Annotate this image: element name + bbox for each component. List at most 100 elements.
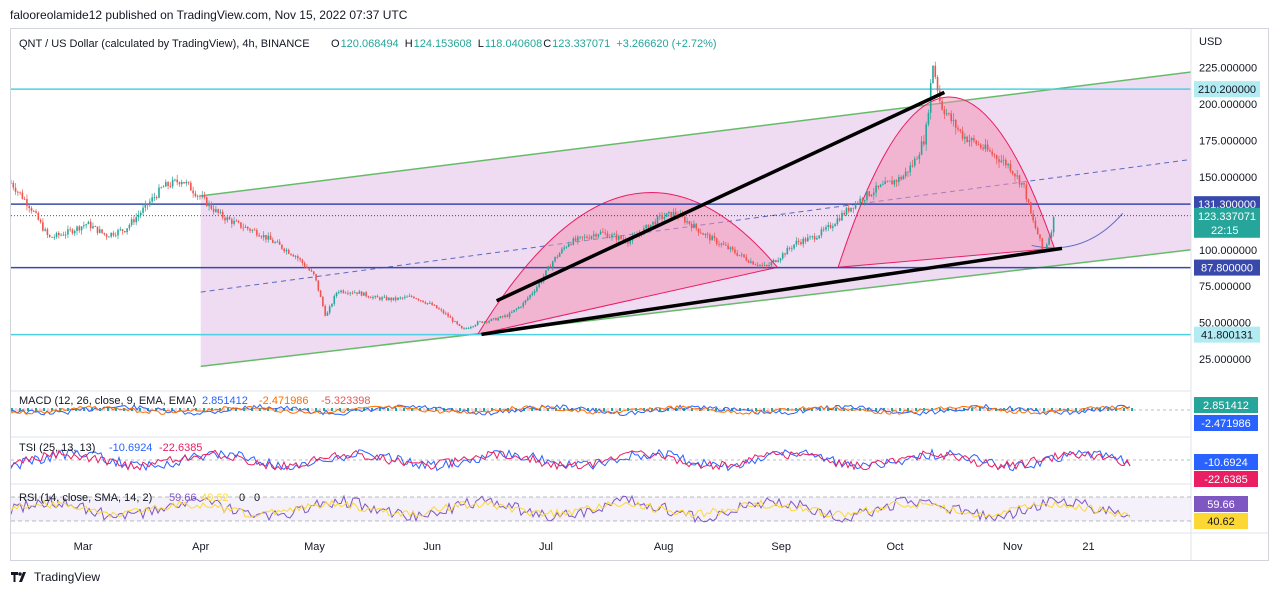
candle-body (201, 195, 204, 197)
macd-hist-bar (359, 408, 361, 411)
rounding-arc-1[interactable] (476, 192, 779, 336)
macd-pane[interactable] (10, 403, 1191, 417)
candle-body (415, 298, 418, 299)
candle-body (964, 136, 966, 139)
macd-hist-bar (959, 408, 961, 411)
macd-hist-bar (495, 408, 497, 411)
arc-pattern-layer (476, 96, 1124, 336)
candle-body (435, 305, 438, 309)
candle-body (868, 191, 871, 197)
time-tick-label: Jun (423, 541, 441, 553)
macd-hist-bar (399, 408, 401, 411)
candle-body (825, 227, 827, 230)
macd-hist-bar (171, 408, 173, 411)
macd-hist-bar (1131, 408, 1133, 411)
candle-body (319, 290, 322, 297)
candle-body (588, 237, 591, 239)
candle-body (816, 238, 818, 240)
candle-body (998, 159, 1000, 163)
macd-hist-bar (1079, 408, 1081, 411)
macd-hist-bar (703, 408, 705, 411)
candle-body (133, 219, 135, 223)
candle-body (292, 254, 295, 257)
price-tick-label: 25.000000 (1199, 354, 1251, 366)
candle-body (620, 235, 622, 239)
macd-hist-bar (1127, 408, 1129, 411)
candle-body (85, 224, 87, 226)
candle-body (954, 119, 957, 128)
candle-body (151, 197, 153, 202)
macd-hist-bar (343, 408, 345, 411)
time-axis[interactable]: Mar Apr May Jun Jul Aug Sep Oct Nov 21 (74, 541, 1095, 553)
candle-body (196, 195, 199, 197)
rsi-pane[interactable] (10, 494, 1191, 524)
candle-body (449, 316, 452, 318)
macd-hist-bar (1111, 408, 1113, 411)
candle-body (574, 238, 577, 241)
macd-hist-bar (423, 408, 425, 411)
candle-body (618, 235, 620, 240)
macd-hist-bar (1083, 408, 1085, 411)
candle-body (155, 197, 158, 198)
candle-body (973, 138, 975, 141)
candle-body (529, 294, 531, 299)
candle-body (540, 281, 543, 283)
candle-body (44, 229, 46, 231)
macd-hist-bar (211, 408, 213, 411)
macd-hist-bar (339, 408, 341, 411)
time-tick-label: Nov (1003, 541, 1023, 553)
candle-body (645, 225, 647, 229)
macd-hist-bar (891, 408, 893, 411)
candle-body (256, 230, 258, 236)
price-axis[interactable]: 225.000000 200.000000 175.000000 150.000000… (1199, 63, 1257, 367)
macd-hist-bar (671, 408, 673, 411)
candle-body (980, 144, 982, 148)
candle-body (661, 214, 663, 219)
macd-hist-bar (79, 408, 81, 411)
trendline-1[interactable] (481, 246, 1063, 337)
candle-body (89, 221, 92, 229)
candle-body (401, 297, 404, 299)
candle-body (590, 236, 593, 239)
macd-hist-bar (467, 408, 469, 411)
candle-body (165, 182, 167, 187)
macd-hist-bar (327, 408, 329, 411)
channel-upper-line[interactable] (200, 71, 1192, 197)
candle-body (14, 187, 17, 192)
channel-lower-line[interactable] (200, 249, 1192, 368)
macd-hist-bar (247, 408, 249, 411)
candle-body (804, 238, 807, 242)
candle-body (604, 232, 606, 234)
candle-body (709, 234, 711, 241)
macd-hist-bar (623, 408, 625, 411)
macd-line (10, 403, 1131, 417)
macd-hist-bar (1071, 408, 1073, 411)
macd-hist-bar (859, 408, 861, 411)
macd-hist-bar (11, 408, 13, 411)
macd-hist-bar (267, 408, 269, 411)
chart-svg[interactable]: QNT / US Dollar (calculated by TradingVi… (10, 29, 1268, 560)
macd-hist-bar (847, 408, 849, 411)
candle-body (190, 182, 192, 191)
candle-body (800, 241, 802, 245)
candle-body (467, 328, 470, 329)
candle-body (231, 219, 233, 224)
macd-hist-bar (203, 408, 205, 411)
candle-body (927, 112, 930, 125)
candle-body (991, 151, 993, 155)
candle-body (383, 296, 386, 298)
macd-hist-bar (123, 408, 125, 411)
rounding-arc-2[interactable] (837, 96, 1056, 268)
candle-body (720, 243, 723, 245)
tsi-pane[interactable] (10, 448, 1191, 472)
candle-body (725, 244, 727, 246)
candle-body (294, 256, 297, 257)
candle-body (447, 313, 449, 317)
macd-hist-bar (695, 408, 697, 411)
macd-hist-bar (739, 408, 741, 411)
macd-hist-bar (387, 408, 389, 411)
trendline-0[interactable] (495, 90, 946, 303)
candle-body (1007, 163, 1009, 166)
candle-body (772, 260, 775, 263)
candle-body (984, 144, 987, 149)
